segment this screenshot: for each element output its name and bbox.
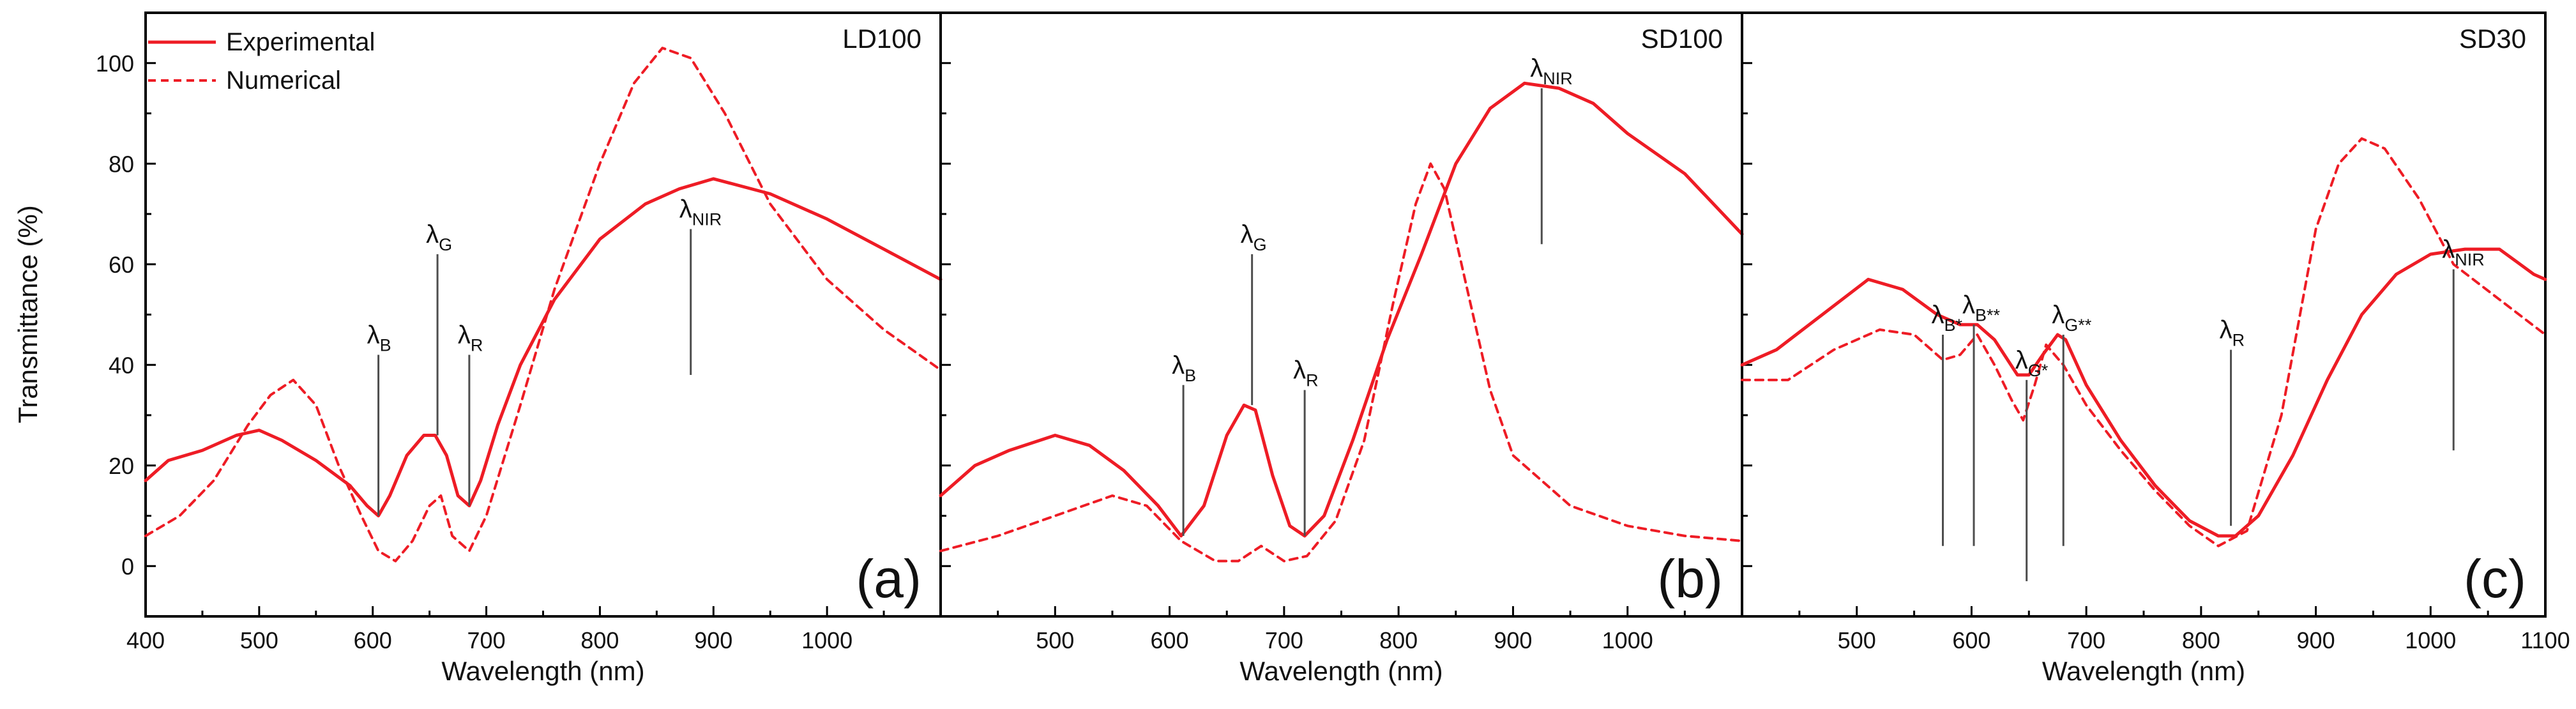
- series-numerical-c: [1741, 137, 2547, 547]
- series-numerical-b: [939, 162, 1743, 563]
- panel-c: 500 600 700 800 900 1000 1100 Wavelength (nm) SD…: [1740, 11, 2570, 686]
- x-tick-label-b-600: 600: [1151, 627, 1189, 653]
- panel-tag-c: SD30: [2459, 24, 2526, 54]
- x-tick-label-c-1100: 1100: [2520, 627, 2570, 653]
- series-numerical-a: [144, 47, 942, 563]
- x-tick-label-b-1000: 1000: [1602, 627, 1653, 653]
- legend-label-experimental: Experimental: [226, 28, 375, 56]
- marker-label-b-nir: λNIR: [1530, 54, 1573, 88]
- marker-label-a-b: λB: [367, 321, 391, 355]
- y-tick-label-80: 80: [109, 151, 134, 177]
- marker-label-c-gss: λG**: [2052, 301, 2092, 335]
- marker-label-a-g: λG: [426, 220, 452, 254]
- marker-label-b-b: λB: [1172, 351, 1196, 385]
- plot-layer: 400 500 600 700 800 900 1000 Wavelength (nm) 0 20…: [96, 11, 2570, 686]
- legend-label-numerical: Numerical: [226, 66, 341, 95]
- x-tick-label-b-800: 800: [1379, 627, 1418, 653]
- x-tick-label-a-1000: 1000: [801, 627, 852, 653]
- marker-label-c-bs: λB*: [1932, 301, 1963, 335]
- series-experimental-a: [144, 177, 943, 517]
- panel-letter-c: (c): [2464, 549, 2526, 609]
- series-experimental-b: [939, 81, 1744, 538]
- marker-label-c-r: λR: [2220, 316, 2245, 350]
- y-tick-label-0: 0: [121, 553, 134, 579]
- x-tick-label-a-800: 800: [580, 627, 619, 653]
- x-tick-label-c-1000: 1000: [2405, 627, 2456, 653]
- x-tick-label-c-500: 500: [1838, 627, 1876, 653]
- panel-c-frame: [1741, 11, 2547, 618]
- panel-a: 400 500 600 700 800 900 1000 Wavelength (nm) 0 20…: [96, 11, 943, 686]
- panel-b: 500 600 700 800 900 1000 Wavelength (nm) SD100 (…: [939, 11, 1744, 686]
- panel-tag-b: SD100: [1641, 24, 1723, 54]
- marker-label-c-gs: λG*: [2015, 346, 2049, 380]
- x-axis-label-a: Wavelength (nm): [441, 656, 644, 686]
- legend: Experimental Numerical: [148, 28, 375, 95]
- x-tick-label-b-500: 500: [1036, 627, 1074, 653]
- marker-label-b-g: λG: [1241, 220, 1267, 254]
- x-tick-label-a-600: 600: [354, 627, 392, 653]
- y-tick-label-20: 20: [109, 453, 134, 479]
- marker-label-a-r: λR: [458, 321, 483, 355]
- x-tick-label-a-500: 500: [240, 627, 278, 653]
- marker-label-b-r: λR: [1293, 356, 1318, 390]
- series-experimental-c: [1740, 247, 2547, 538]
- x-tick-label-c-800: 800: [2182, 627, 2220, 653]
- marker-label-a-nir: λNIR: [679, 195, 722, 229]
- x-axis-label-c: Wavelength (nm): [2042, 656, 2245, 686]
- panel-a-frame: [144, 11, 942, 618]
- panel-letter-b: (b): [1657, 549, 1723, 609]
- marker-label-c-bss: λB**: [1962, 291, 2001, 324]
- x-axis-label-b: Wavelength (nm): [1239, 656, 1443, 686]
- marker-label-c-nir: λNIR: [2442, 236, 2485, 270]
- x-tick-label-a-400: 400: [126, 627, 165, 653]
- x-tick-label-b-900: 900: [1494, 627, 1532, 653]
- x-tick-label-c-900: 900: [2297, 627, 2335, 653]
- x-tick-label-a-700: 700: [467, 627, 506, 653]
- panel-b-frame: [939, 11, 1743, 618]
- panel-letter-a: (a): [856, 549, 921, 609]
- x-tick-label-c-700: 700: [2067, 627, 2105, 653]
- y-tick-label-40: 40: [109, 352, 134, 378]
- y-axis-label: Transmittance (%): [13, 205, 43, 423]
- x-tick-label-c-600: 600: [1952, 627, 1990, 653]
- y-tick-label-100: 100: [96, 50, 134, 77]
- x-tick-label-b-700: 700: [1265, 627, 1303, 653]
- x-tick-label-a-900: 900: [694, 627, 732, 653]
- y-tick-label-60: 60: [109, 252, 134, 278]
- panel-tag-a: LD100: [842, 24, 921, 54]
